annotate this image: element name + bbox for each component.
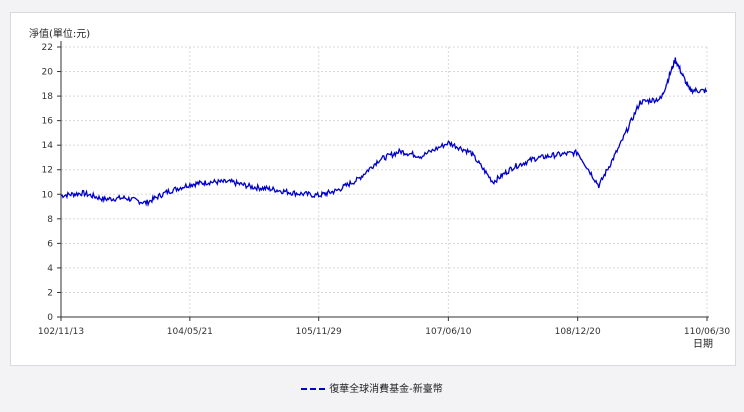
y-tick-label: 22 bbox=[42, 43, 53, 53]
axes bbox=[60, 41, 709, 318]
y-tick-label: 2 bbox=[47, 288, 53, 298]
y-tick-label: 14 bbox=[42, 141, 54, 151]
y-tick-label: 16 bbox=[42, 117, 54, 127]
chart-panel: 淨值(單位:元) 0 2 4 6 8 10 12 14 16 18 20 22 102/11/13 10… bbox=[10, 12, 736, 366]
y-tick-label: 18 bbox=[42, 92, 54, 102]
y-tick-label: 6 bbox=[47, 239, 53, 249]
y-tick-label: 20 bbox=[42, 68, 54, 78]
x-tick-label: 110/06/30 bbox=[684, 327, 730, 337]
y-ticks: 0 2 4 6 8 10 12 14 16 18 20 22 bbox=[42, 43, 61, 323]
legend: 復華全球消費基金-新臺幣 bbox=[0, 380, 744, 395]
y-axis-label: 淨值(單位:元) bbox=[29, 27, 90, 40]
x-tick-label: 104/05/21 bbox=[167, 327, 213, 337]
x-tick-label: 105/11/29 bbox=[296, 327, 342, 337]
x-axis-label: 日期 bbox=[693, 338, 713, 350]
x-tick-label: 102/11/13 bbox=[38, 327, 84, 337]
y-tick-label: 4 bbox=[47, 264, 53, 274]
legend-label: 復華全球消費基金-新臺幣 bbox=[329, 384, 443, 395]
y-tick-label: 0 bbox=[47, 313, 53, 323]
legend-swatch bbox=[301, 388, 326, 390]
x-tick-label: 108/12/20 bbox=[555, 327, 601, 337]
x-tick-label: 107/06/10 bbox=[425, 327, 471, 337]
series-line bbox=[60, 57, 708, 207]
x-ticks: 102/11/13 104/05/21 105/11/29 107/06/10 108/… bbox=[38, 317, 730, 337]
grid bbox=[61, 46, 708, 317]
y-tick-label: 10 bbox=[42, 190, 54, 200]
y-tick-label: 8 bbox=[47, 215, 53, 225]
y-tick-label: 12 bbox=[42, 166, 53, 176]
